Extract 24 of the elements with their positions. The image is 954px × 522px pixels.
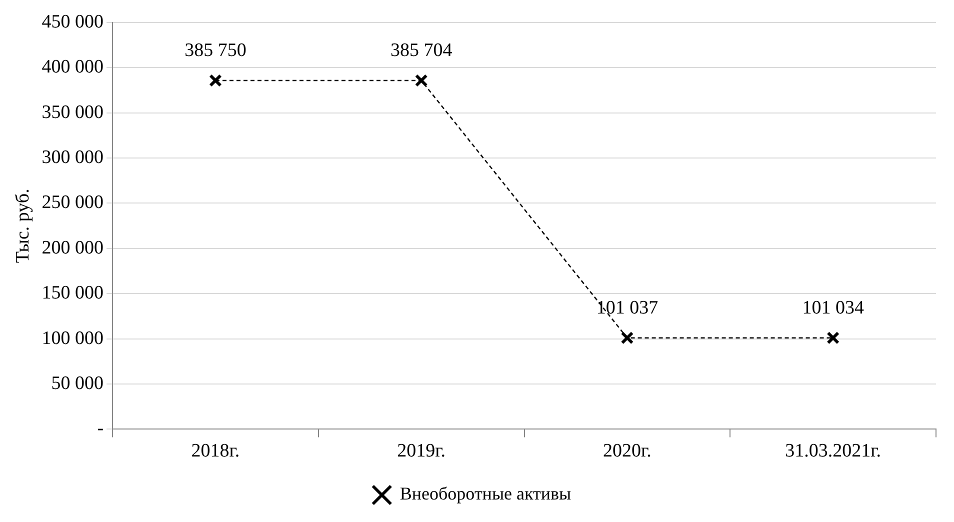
y-tick-label: 100 000 <box>42 328 104 349</box>
y-tick-label: 450 000 <box>42 11 104 32</box>
y-tick-label: - <box>97 418 104 440</box>
data-label: 101 034 <box>802 297 864 318</box>
data-label: 385 704 <box>390 40 453 62</box>
point <box>209 74 222 87</box>
point <box>826 331 840 344</box>
data-label: 385 750 <box>184 40 246 61</box>
y-axis-title: Тыс. руб. <box>12 188 34 263</box>
y-tick-label: 150 000 <box>42 282 104 304</box>
y-tick-label: 400 000 <box>42 56 104 78</box>
y-tick-label: 50 000 <box>51 372 104 394</box>
y-tick-label: 350 000 <box>42 102 104 123</box>
x-tick-label: 2020г. <box>603 440 652 462</box>
y-tick-label: 300 000 <box>42 146 104 168</box>
legend-label: Внеоборотные активы <box>400 484 572 504</box>
x-tick-label: 2018г. <box>191 440 240 462</box>
x-tick-label: 31.03.2021г. <box>785 440 882 462</box>
data-label: 101 037 <box>596 297 658 318</box>
point <box>414 74 428 87</box>
y-tick-label: 200 000 <box>42 237 104 258</box>
point <box>620 331 634 344</box>
y-tick-label: 250 000 <box>42 192 104 214</box>
x-tick-label: 2019г. <box>397 440 446 462</box>
